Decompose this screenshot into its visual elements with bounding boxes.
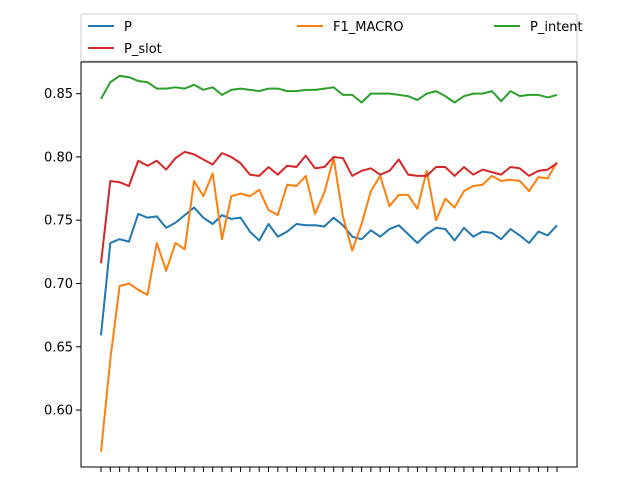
legend-label-p-slot: P_slot [124, 42, 162, 57]
plot-frame [80, 61, 578, 468]
legend-label-f1-macro: F1_MACRO [333, 20, 403, 35]
y-tick-label: 0.60 [44, 404, 73, 419]
y-tick-label: 0.65 [44, 340, 73, 355]
plot-lines [100, 74, 558, 452]
legend-label-p: P [124, 20, 132, 35]
legend-label-p-intent: P_intent [530, 20, 583, 35]
y-tick-label: 0.70 [44, 277, 73, 292]
legend-box [80, 13, 578, 62]
y-tick-label: 0.85 [44, 87, 73, 102]
y-tick-label: 0.80 [44, 150, 73, 165]
series-line-p-slot [100, 150, 558, 264]
series-line-p-intent [100, 74, 558, 104]
legend: P F1_MACRO P_intent P_slot [80, 13, 583, 62]
series-line-p [100, 206, 558, 336]
axes: 0.60 0.65 0.70 0.75 0.80 0.85 [44, 61, 578, 472]
series-line-f1-macro [100, 157, 558, 452]
y-tick-label: 0.75 [44, 214, 73, 229]
